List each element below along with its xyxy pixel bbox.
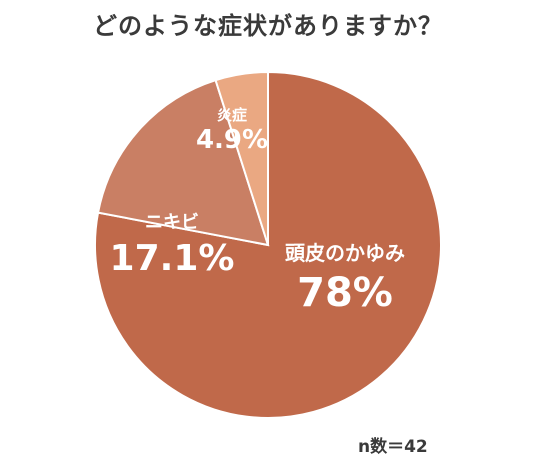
slice-value-scalp-itch: 78% [297,270,393,316]
slice-label-inflammation: 炎症 [217,106,247,124]
chart-title: どのような症状がありますか？ [93,12,443,40]
pie-slice-inflammation [214,70,269,246]
slice-label-scalp-itch: 頭皮のかゆみ [285,241,405,265]
pie-slice-acne [96,78,270,247]
slice-label-acne: ニキビ [145,212,199,233]
sample-size-note: n数＝42 [358,437,428,457]
slice-value-inflammation: 4.9% [196,125,268,155]
pie-slices [94,70,442,419]
slice-value-acne: 17.1% [110,238,235,279]
